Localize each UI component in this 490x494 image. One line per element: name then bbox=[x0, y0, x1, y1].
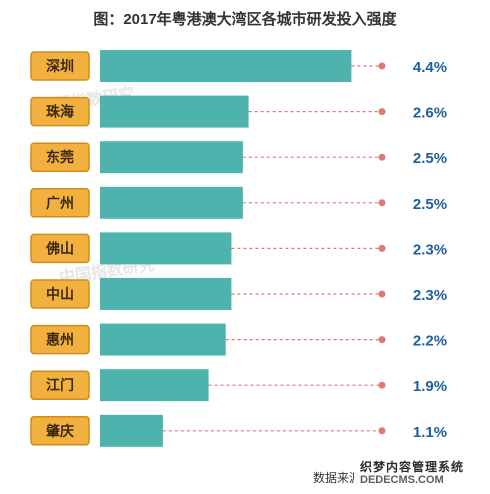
value-label: 2.2% bbox=[413, 333, 447, 350]
leader-dot bbox=[378, 62, 386, 70]
category-label: 中山 bbox=[46, 286, 74, 302]
bar bbox=[100, 232, 232, 265]
category-label: 佛山 bbox=[45, 240, 74, 256]
category-box bbox=[30, 188, 90, 218]
leader-dot bbox=[378, 244, 386, 252]
category-box bbox=[30, 279, 90, 309]
corner-logo-subtitle: DEDECMS.COM bbox=[360, 474, 444, 486]
bar bbox=[100, 414, 163, 447]
bar bbox=[100, 369, 209, 402]
category-box bbox=[30, 96, 90, 127]
leader-dot bbox=[378, 381, 386, 389]
value-label: 4.4% bbox=[413, 59, 447, 76]
category-box bbox=[30, 51, 90, 81]
leader-dot bbox=[378, 108, 386, 116]
bar bbox=[100, 50, 352, 82]
bar bbox=[100, 323, 226, 356]
category-label: 深圳 bbox=[46, 58, 74, 74]
leader-dot bbox=[378, 290, 386, 298]
value-label: 1.9% bbox=[413, 378, 447, 395]
value-label: 2.6% bbox=[413, 105, 447, 122]
category-label: 广州 bbox=[46, 195, 74, 211]
category-box bbox=[30, 416, 90, 446]
leader-dot bbox=[378, 199, 386, 207]
category-label: 肇庆 bbox=[46, 423, 74, 439]
chart-title: 图：2017年粤港澳大湾区各城市研发投入强度 bbox=[93, 11, 397, 28]
value-label: 1.1% bbox=[413, 424, 447, 441]
category-label: 惠州 bbox=[46, 332, 74, 348]
category-box bbox=[30, 142, 90, 172]
value-label: 2.3% bbox=[413, 287, 447, 304]
bar bbox=[100, 186, 243, 219]
category-box bbox=[30, 370, 90, 400]
category-box bbox=[30, 233, 90, 264]
value-label: 2.5% bbox=[413, 196, 447, 213]
corner-logo-title: 织梦内容管理系统 bbox=[360, 460, 465, 474]
category-box bbox=[30, 324, 90, 355]
category-label: 珠海 bbox=[46, 104, 74, 120]
leader-dot bbox=[378, 153, 386, 161]
category-label: 江门 bbox=[46, 377, 74, 393]
corner-logo: 织梦内容管理系统 DEDECMS.COM bbox=[354, 452, 486, 492]
leader-dot bbox=[378, 427, 386, 435]
bar bbox=[100, 141, 243, 174]
bar bbox=[100, 278, 232, 310]
bar bbox=[100, 95, 249, 128]
value-label: 2.5% bbox=[413, 150, 447, 167]
category-label: 东莞 bbox=[46, 149, 74, 165]
leader-dot bbox=[378, 336, 386, 344]
value-label: 2.3% bbox=[413, 241, 447, 258]
